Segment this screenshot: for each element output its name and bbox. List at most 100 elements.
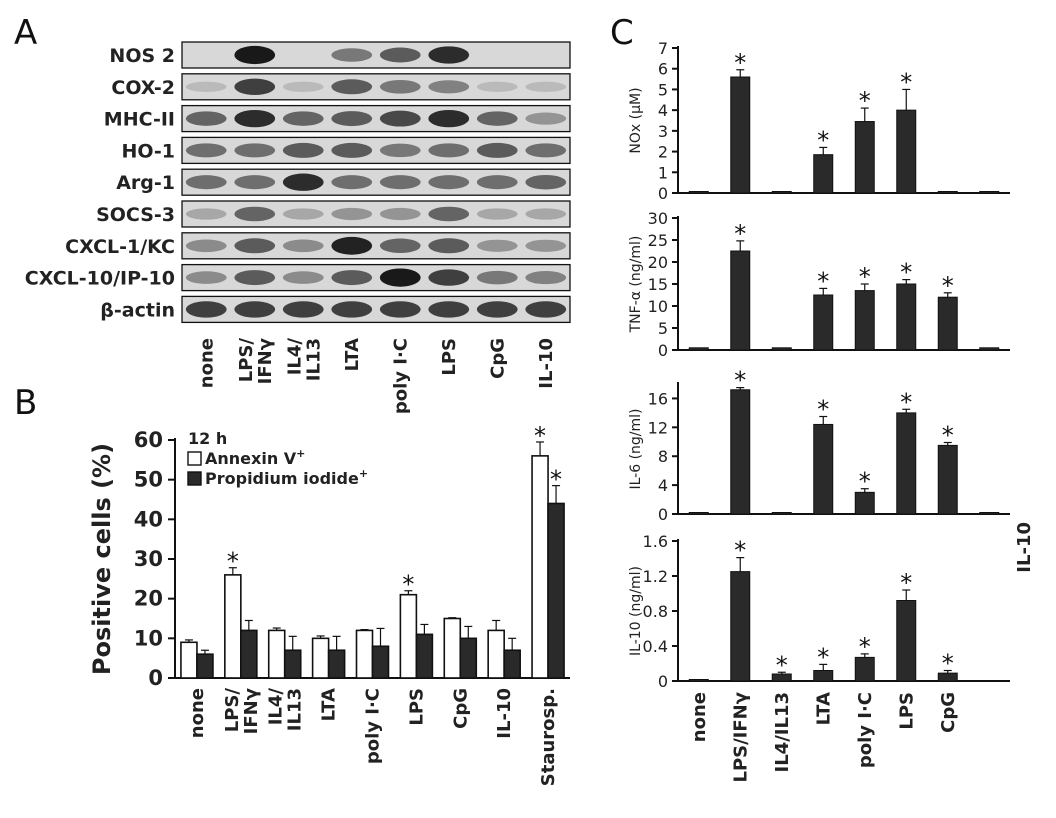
blot-band [282,173,324,191]
blot-band [185,111,227,126]
y-axis-label: NOx (μM) [628,87,644,153]
legend-annotation: 12 h [188,429,227,448]
bar [688,679,709,682]
bar [937,444,958,515]
bar [896,600,917,682]
blot-band [185,208,227,220]
blot-band [331,207,373,221]
blot-band [234,143,276,158]
blot-band [379,80,421,94]
bar [688,347,709,351]
blot-band [282,239,324,253]
blot-band [185,239,227,253]
significance-star: * [734,367,746,395]
bar-annexin-v [355,629,374,679]
blot-row-label: SOCS-3 [96,204,175,226]
y-tick-label: 12 [648,418,668,437]
y-tick-label: 6 [658,60,668,79]
y-tick-label: 1.6 [643,532,668,551]
subchart-il-10-ng-ml: 0 0.4 0.8 1.2 1.6 IL-10 (ng/ml) * * * * * * [628,532,1010,691]
blot-band [234,301,276,318]
bar-annexin-v [311,637,330,679]
bar-propidium-iodide [503,649,521,679]
blot-band [428,46,470,64]
blot-band [282,81,324,92]
significance-star: * [550,466,562,494]
x-tick-label: poly I·C [855,692,876,768]
x-tick-label: IL4/IL13 [772,692,793,772]
legend-entry: Annexin V+ [205,447,305,468]
blot-band [476,239,518,252]
blot-band [331,175,373,190]
western-blot-panel: NOS 2 COX-2 MHC-II HO-1 Arg-1 SOCS-3 CXCL-1/KC… [25,41,571,414]
legend-entry: Propidium iodide+ [205,467,368,488]
significance-star: * [900,68,912,96]
y-tick-label: 1.2 [643,567,668,586]
y-tick-label: 0 [658,672,668,691]
significance-star: * [900,569,912,597]
significance-star: * [734,49,746,77]
blot-band [525,174,567,190]
x-tick-label: IL4/IL13 [266,688,306,732]
y-tick-label: 4 [658,101,668,120]
blot-band [428,80,470,94]
y-tick-label: 4 [658,476,668,495]
y-tick-label: 20 [134,587,163,611]
y-tick-label: 10 [134,626,163,650]
significance-star: * [817,396,829,424]
significance-star: * [900,259,912,287]
significance-star: * [817,267,829,295]
blot-band [428,143,470,158]
blot-band [234,206,276,222]
blot-band [282,142,324,158]
bar-propidium-iodide [283,649,302,679]
blot-lane-label: IL4/IL13 [284,338,324,382]
blot-lane-label: CpG [487,338,508,379]
blot-band [331,111,373,127]
blot-band [331,142,373,158]
cell-death-bar-chart: 0 10 20 30 40 50 60 Positive cells (%) none * LPS/… [88,422,570,786]
blot-band [476,270,518,285]
blot-band [282,301,324,318]
blot-band [331,79,373,95]
y-tick-label: 40 [134,507,163,531]
bar-annexin-v [224,574,242,679]
significance-star: * [734,220,746,248]
significance-star: * [942,650,954,678]
significance-star: * [859,633,871,661]
blot-band [185,143,227,158]
y-tick-label: 0 [658,184,668,203]
blot-band [476,142,518,158]
x-tick-label: LPS [406,688,427,726]
bar-propidium-iodide [371,645,390,679]
blot-band [525,208,567,220]
bar [937,296,958,351]
blot-band [379,301,421,318]
x-tick-label: LTA [319,688,340,721]
y-axis-label: IL-6 (ng/ml) [628,408,644,489]
bar-propidium-iodide [240,629,258,679]
y-tick-label: 5 [658,80,668,99]
blot-band [282,208,324,220]
blot-band [234,238,276,254]
bar [854,121,875,194]
y-tick-label: 30 [134,547,163,571]
bar [813,423,834,515]
blot-band [379,143,421,158]
significance-star: * [817,643,829,671]
x-tick-label: LTA [813,692,834,725]
significance-star: * [942,422,954,450]
blot-band [185,81,227,92]
blot-row-label: CXCL-10/IP-10 [25,268,175,290]
y-tick-label: 25 [648,231,668,250]
bar [979,512,1000,515]
x-tick-label: LPS/IFNγ [222,688,262,735]
y-tick-label: 1 [658,163,668,182]
blot-band [476,81,518,92]
blot-band [185,271,227,284]
blot-lane-label: LPS [439,338,460,376]
significance-star: * [900,388,912,416]
